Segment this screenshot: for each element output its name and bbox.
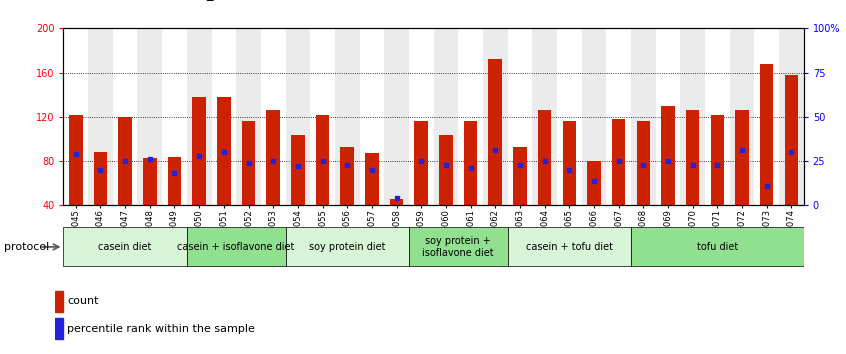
Bar (483, 28, 508, 205)
Bar (705, 28, 729, 205)
Bar (607, 28, 631, 205)
Bar (656, 28, 680, 205)
Text: soy protein diet: soy protein diet (309, 242, 386, 252)
Bar (162, 28, 187, 205)
FancyBboxPatch shape (508, 227, 631, 267)
Bar (365, 153, 379, 205)
Text: tofu diet: tofu diet (697, 242, 738, 252)
Bar (612, 119, 625, 205)
Bar (735, 110, 749, 205)
Bar (409, 28, 433, 205)
Bar (187, 28, 212, 205)
Bar (143, 158, 157, 205)
Bar (242, 121, 255, 205)
Bar (285, 28, 310, 205)
Bar (261, 28, 285, 205)
Bar (514, 147, 527, 205)
Text: percentile rank within the sample: percentile rank within the sample (67, 324, 255, 334)
Bar (760, 64, 773, 205)
Bar (217, 97, 231, 205)
Bar (711, 115, 724, 205)
Bar (563, 121, 576, 205)
Bar (55, 318, 63, 339)
Bar (63, 28, 88, 205)
Bar (729, 28, 755, 205)
Bar (310, 28, 335, 205)
Bar (636, 121, 650, 205)
Bar (360, 28, 384, 205)
Bar (236, 28, 261, 205)
Bar (291, 135, 305, 205)
Bar (779, 28, 804, 205)
FancyBboxPatch shape (409, 227, 508, 267)
Bar (439, 135, 453, 205)
Bar (459, 28, 483, 205)
Bar (433, 28, 459, 205)
Bar (488, 59, 502, 205)
Bar (384, 28, 409, 205)
Bar (508, 28, 532, 205)
Bar (631, 28, 656, 205)
Bar (662, 106, 675, 205)
Bar (587, 161, 601, 205)
Bar (557, 28, 581, 205)
Bar (415, 121, 428, 205)
Bar (118, 117, 132, 205)
Bar (680, 28, 705, 205)
Bar (784, 75, 798, 205)
FancyBboxPatch shape (187, 227, 285, 267)
Bar (88, 28, 113, 205)
Text: protocol: protocol (4, 242, 49, 252)
FancyBboxPatch shape (285, 227, 409, 267)
Text: casein + isoflavone diet: casein + isoflavone diet (178, 242, 295, 252)
Bar (532, 28, 557, 205)
Text: casein diet: casein diet (98, 242, 151, 252)
Bar (94, 152, 107, 205)
Bar (340, 147, 354, 205)
Bar (212, 28, 236, 205)
Bar (581, 28, 607, 205)
Bar (113, 28, 137, 205)
Bar (55, 291, 63, 312)
Bar (168, 156, 181, 205)
Bar (686, 110, 700, 205)
Text: soy protein +
isoflavone diet: soy protein + isoflavone diet (422, 236, 494, 258)
Text: casein + tofu diet: casein + tofu diet (525, 242, 613, 252)
FancyBboxPatch shape (631, 227, 804, 267)
Bar (538, 110, 552, 205)
Bar (192, 97, 206, 205)
Bar (755, 28, 779, 205)
Bar (137, 28, 162, 205)
Bar (335, 28, 360, 205)
Bar (316, 115, 329, 205)
Bar (266, 110, 280, 205)
Text: count: count (67, 296, 99, 307)
FancyBboxPatch shape (63, 227, 187, 267)
Bar (464, 121, 477, 205)
Bar (69, 115, 83, 205)
Bar (390, 199, 404, 205)
